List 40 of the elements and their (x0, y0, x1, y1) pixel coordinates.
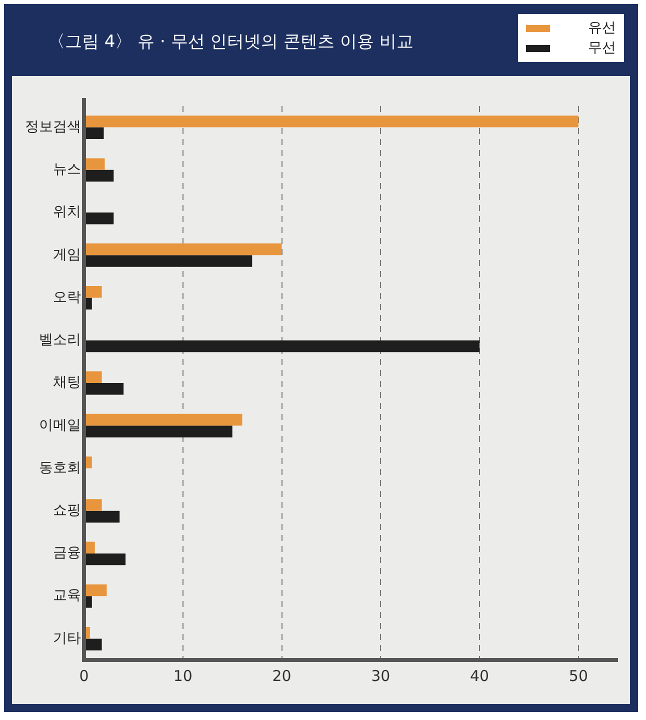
bar (84, 340, 480, 352)
y-tick-label: 벨소리 (39, 332, 81, 348)
y-tick-label: 쇼핑 (53, 502, 81, 518)
bar (84, 212, 114, 224)
bar (84, 584, 107, 596)
y-tick-label: 기타 (53, 630, 81, 646)
chart-title: 〈그림 4〉 유 · 무선 인터넷의 콘텐츠 이용 비교 (48, 31, 414, 53)
bar (84, 553, 126, 566)
y-tick-label: 정보검색 (25, 118, 81, 135)
bar (84, 499, 102, 511)
bar (84, 255, 252, 267)
bar (84, 158, 105, 170)
x-tick-label: 50 (568, 666, 588, 685)
x-tick-label: 30 (371, 666, 390, 685)
y-tick-label: 오락 (53, 289, 81, 306)
x-tick-label: 40 (470, 666, 490, 685)
y-tick-label: 교육 (53, 588, 81, 604)
bar (84, 426, 232, 438)
text: 무선 (588, 39, 616, 57)
bar (84, 638, 102, 650)
bar (84, 414, 242, 426)
bar (84, 127, 104, 140)
y-tick-label: 게임 (53, 246, 81, 263)
bar (84, 286, 102, 298)
y-tick-label: 뉴스 (53, 162, 81, 178)
bar (84, 243, 282, 256)
y-tick-label: 위치 (53, 204, 81, 220)
bar (84, 116, 578, 128)
bar (84, 383, 124, 395)
x-tick-label: 20 (272, 666, 292, 685)
bar (84, 510, 120, 523)
y-tick-label: 동호회 (39, 460, 81, 476)
y-tick-label: 채팅 (53, 374, 81, 391)
y-tick-label: 금융 (53, 545, 81, 562)
text: 유선 (588, 19, 616, 37)
y-tick-label: 이메일 (39, 417, 81, 434)
bar (84, 170, 114, 182)
x-tick-label: 0 (79, 666, 89, 685)
x-tick-label: 10 (173, 666, 192, 685)
bar (84, 371, 102, 383)
